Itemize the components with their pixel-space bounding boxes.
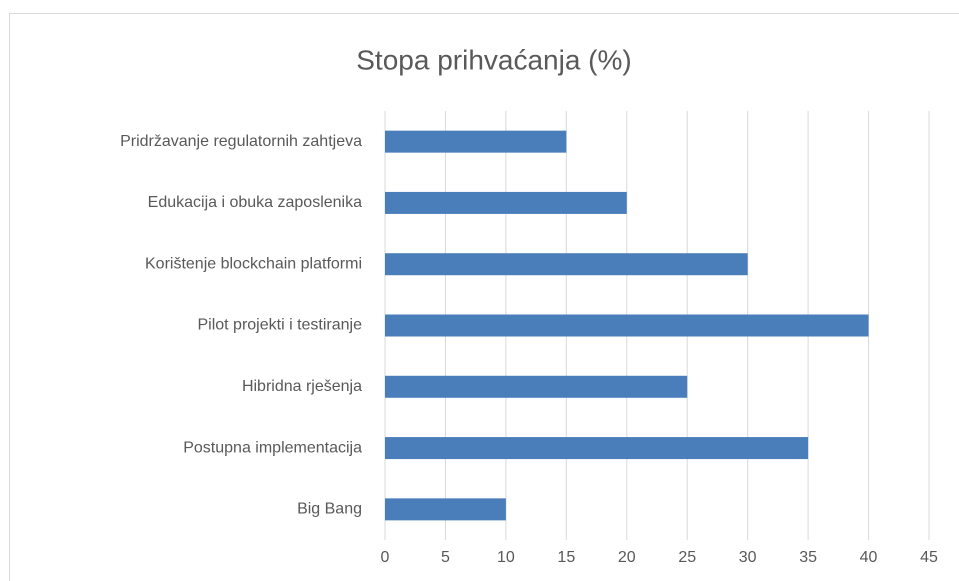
bar bbox=[385, 191, 627, 214]
bar bbox=[385, 498, 506, 521]
x-tick-label: 40 bbox=[860, 549, 878, 566]
y-tick-label: Big Bang bbox=[297, 501, 362, 518]
y-tick-label: Postupna implementacija bbox=[183, 439, 362, 456]
bar bbox=[385, 253, 748, 276]
y-tick-label: Korištenje blockchain platformi bbox=[145, 255, 362, 272]
bar bbox=[385, 314, 869, 337]
x-tick-label: 10 bbox=[497, 549, 515, 566]
x-tick-label: 20 bbox=[618, 549, 636, 566]
chart-border bbox=[9, 13, 959, 581]
chart-title: Stopa prihvaćanja (%) bbox=[356, 44, 631, 75]
bar bbox=[385, 375, 688, 398]
y-tick-label: Edukacija i obuka zaposlenika bbox=[148, 194, 362, 211]
x-tick-label: 15 bbox=[557, 549, 575, 566]
x-tick-label: 0 bbox=[381, 549, 390, 566]
y-tick-label: Pilot projekti i testiranje bbox=[197, 317, 362, 334]
x-tick-label: 25 bbox=[678, 549, 696, 566]
bar bbox=[385, 130, 567, 153]
y-tick-label: Hibridna rješenja bbox=[242, 378, 362, 395]
bar bbox=[385, 437, 809, 460]
x-tick-label: 5 bbox=[441, 549, 450, 566]
x-tick-label: 35 bbox=[799, 549, 817, 566]
x-tick-label: 30 bbox=[739, 549, 757, 566]
y-tick-label: Pridržavanje regulatornih zahtjeva bbox=[120, 133, 362, 150]
x-tick-label: 45 bbox=[920, 549, 938, 566]
